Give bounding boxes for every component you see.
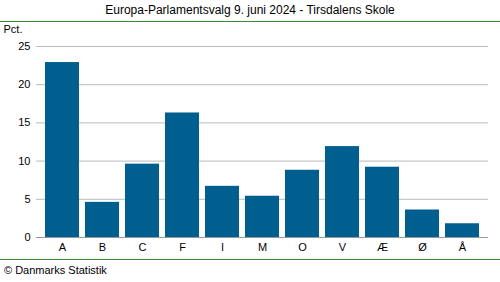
svg-text:10: 10 [18,155,30,167]
svg-text:20: 20 [18,78,30,90]
svg-text:I: I [221,241,224,253]
html-text:Europa-Parlamentsvalg 9. juni: Europa-Parlamentsvalg 9. juni 2024 - Tir… [105,3,395,17]
svg-text:B: B [99,241,106,253]
svg-text:5: 5 [24,193,30,205]
svg-text:M: M [258,241,267,253]
html-text:© Danmarks Statistik: © Danmarks Statistik [4,264,107,276]
svg-text:F: F [179,241,186,253]
svg-text:0: 0 [24,231,30,243]
svg-text:15: 15 [18,116,30,128]
svg-text:V: V [339,241,347,253]
svg-text:Æ: Æ [377,241,388,253]
svg-text:A: A [59,241,67,253]
svg-text:25: 25 [18,40,30,52]
svg-text:Ø: Ø [418,241,427,253]
svg-text:Pct.: Pct. [4,23,23,35]
svg-text:Å: Å [459,241,467,253]
svg-text:O: O [298,241,307,253]
svg-text:C: C [139,241,147,253]
